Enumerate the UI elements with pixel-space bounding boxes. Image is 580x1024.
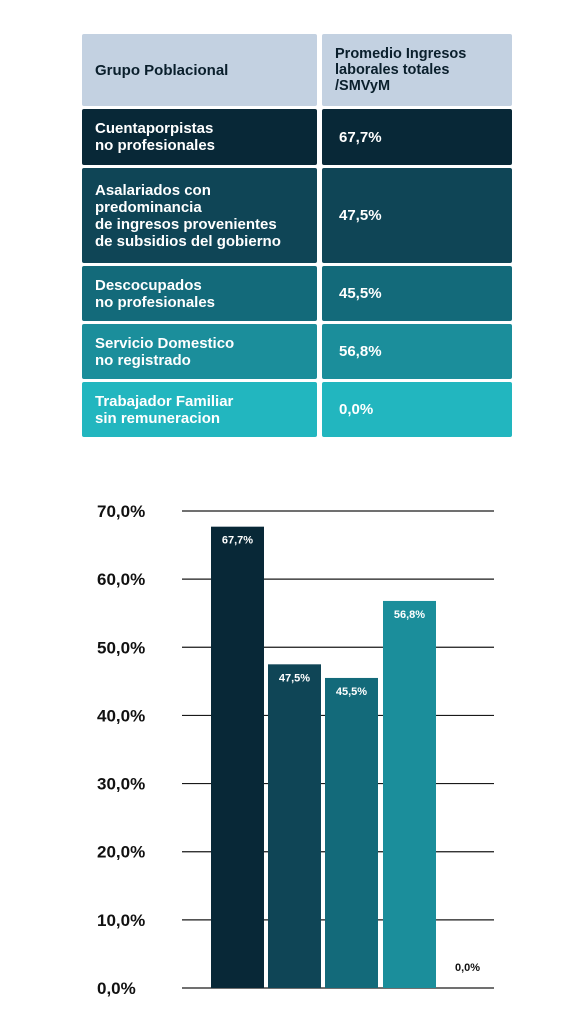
table-row: Servicio Domestico no registrado 56,8% xyxy=(82,324,512,379)
header-value-label: Promedio Ingresos laborales totales /SMV… xyxy=(335,46,467,94)
bar-value-label: 45,5% xyxy=(336,686,367,698)
group-label: Asalariados con predominancia de ingreso… xyxy=(95,181,281,250)
table-header-row: Grupo Poblacional Promedio Ingresos labo… xyxy=(82,34,512,106)
group-cell: Cuentaporpistas no profesionales xyxy=(82,109,317,165)
y-tick-label: 20,0% xyxy=(97,843,145,862)
data-table: Grupo Poblacional Promedio Ingresos labo… xyxy=(82,34,512,437)
bar-value-label: 0,0% xyxy=(455,962,480,974)
value-cell: 0,0% xyxy=(322,382,512,437)
table-row: Asalariados con predominancia de ingreso… xyxy=(82,168,512,263)
value-label: 47,5% xyxy=(339,207,382,224)
group-label: Trabajador Familiar sin remuneracion xyxy=(95,392,234,427)
y-tick-label: 60,0% xyxy=(97,570,145,589)
y-tick-label: 10,0% xyxy=(97,911,145,930)
group-label: Cuentaporpistas no profesionales xyxy=(95,120,216,154)
table-row: Cuentaporpistas no profesionales 67,7% xyxy=(82,109,512,165)
bar xyxy=(211,526,264,988)
value-label: 56,8% xyxy=(339,343,382,360)
bar xyxy=(268,664,321,988)
value-cell: 45,5% xyxy=(322,266,512,321)
group-cell: Asalariados con predominancia de ingreso… xyxy=(82,168,317,263)
value-cell: 47,5% xyxy=(322,168,512,263)
group-cell: Servicio Domestico no registrado xyxy=(82,324,317,379)
group-label: Descocupados no profesionales xyxy=(95,276,216,311)
group-cell: Descocupados no profesionales xyxy=(82,266,317,321)
bar-chart: 0,0% 10,0% 20,0% 30,0% 40,0% 50,0% 60,0% 70,0% 6… xyxy=(97,502,494,998)
header-value: Promedio Ingresos laborales totales /SMV… xyxy=(322,34,512,106)
header-group: Grupo Poblacional xyxy=(82,34,317,106)
table-row: Trabajador Familiar sin remuneracion 0,0% xyxy=(82,382,512,437)
group-label: Servicio Domestico no registrado xyxy=(95,334,235,369)
value-cell: 56,8% xyxy=(322,324,512,379)
group-cell: Trabajador Familiar sin remuneracion xyxy=(82,382,317,437)
value-label: 0,0% xyxy=(339,401,374,418)
y-tick-label: 30,0% xyxy=(97,775,145,794)
y-tick-label: 0,0% xyxy=(97,979,136,998)
bar xyxy=(383,600,436,988)
bar-value-label: 56,8% xyxy=(394,609,425,621)
bar xyxy=(325,677,378,988)
header-group-label: Grupo Poblacional xyxy=(95,61,229,79)
y-tick-label: 40,0% xyxy=(97,706,145,725)
y-tick-label: 50,0% xyxy=(97,638,145,657)
value-label: 67,7% xyxy=(339,128,382,146)
y-tick-label: 70,0% xyxy=(97,502,145,521)
bar-value-label: 67,7% xyxy=(222,535,253,547)
table-row: Descocupados no profesionales 45,5% xyxy=(82,266,512,321)
value-label: 45,5% xyxy=(339,285,382,302)
value-cell: 67,7% xyxy=(322,109,512,165)
bar-value-label: 47,5% xyxy=(279,672,310,684)
